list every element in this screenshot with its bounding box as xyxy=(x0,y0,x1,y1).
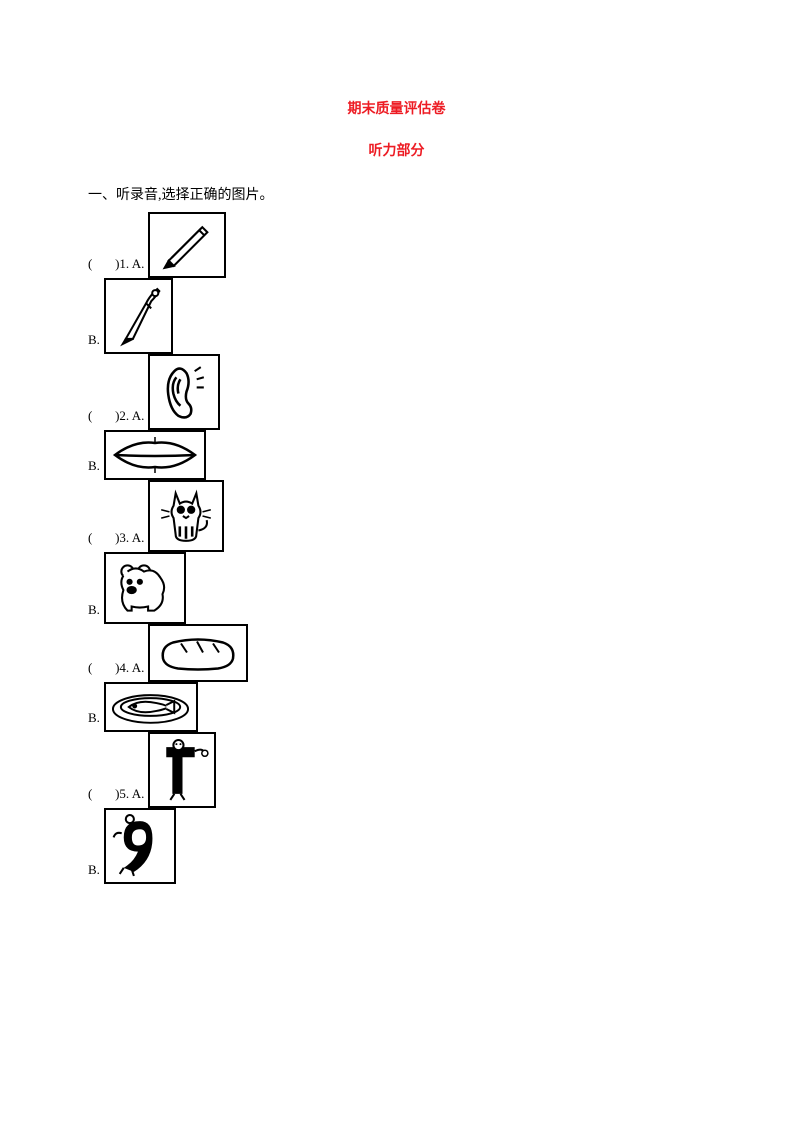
option-label-b: B. xyxy=(88,710,100,732)
option-label-a: ( )4. A. xyxy=(88,660,144,682)
fountain-pen-icon xyxy=(104,278,173,354)
option-row-a: ( )4. A. xyxy=(88,624,705,682)
pencil-icon xyxy=(148,212,226,278)
option-row-b: B. xyxy=(88,430,705,480)
option-row-b: B. xyxy=(88,552,705,624)
title-sub: 听力部分 xyxy=(88,140,705,160)
bread-icon xyxy=(148,624,248,682)
option-row-b: B. xyxy=(88,278,705,354)
option-label-b: B. xyxy=(88,458,100,480)
option-label-a: ( )5. A. xyxy=(88,786,144,808)
option-row-a: ( )2. A. xyxy=(88,354,705,430)
number-9-icon xyxy=(104,808,176,884)
question-block: ( )4. A. B. xyxy=(88,624,705,732)
option-label-a: ( )1. A. xyxy=(88,256,144,278)
fish-plate-icon xyxy=(104,682,198,732)
cat-icon xyxy=(148,480,224,552)
bear-icon xyxy=(104,552,186,624)
question-block: ( )5. A. B. xyxy=(88,732,705,884)
option-row-a: ( )1. A. xyxy=(88,212,705,278)
option-label-b: B. xyxy=(88,332,100,354)
option-row-b: B. xyxy=(88,682,705,732)
question-block: ( )1. A. B. xyxy=(88,212,705,354)
question-block: ( )3. A. B. xyxy=(88,480,705,624)
number-7-icon xyxy=(148,732,216,808)
option-row-a: ( )3. A. xyxy=(88,480,705,552)
ear-icon xyxy=(148,354,220,430)
option-label-b: B. xyxy=(88,602,100,624)
option-row-a: ( )5. A. xyxy=(88,732,705,808)
option-row-b: B. xyxy=(88,808,705,884)
mouth-icon xyxy=(104,430,206,480)
question-block: ( )2. A. B. xyxy=(88,354,705,480)
title-main: 期末质量评估卷 xyxy=(88,98,705,118)
option-label-b: B. xyxy=(88,862,100,884)
section-heading: 一、听录音,选择正确的图片。 xyxy=(88,184,705,204)
option-label-a: ( )3. A. xyxy=(88,530,144,552)
questions-container: ( )1. A. B. ( )2. A. xyxy=(88,212,705,884)
option-label-a: ( )2. A. xyxy=(88,408,144,430)
